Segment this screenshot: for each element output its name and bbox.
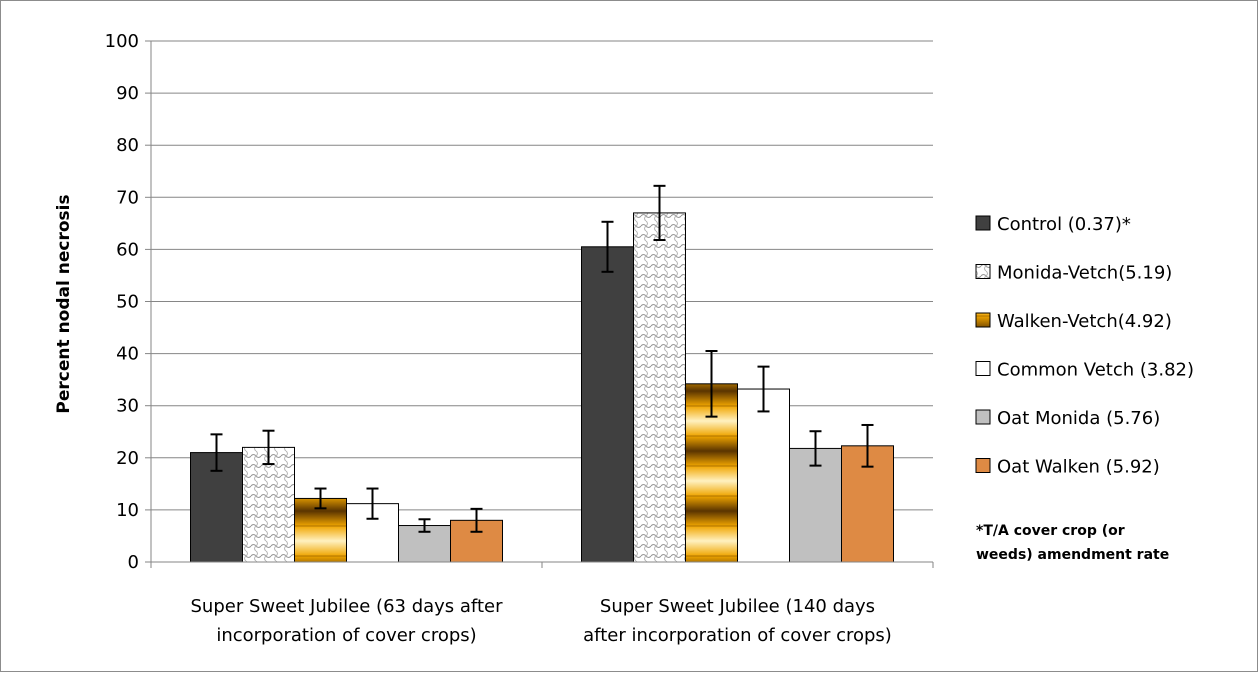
y-tick-label: 70 — [116, 187, 139, 208]
y-axis: 0 10 20 30 40 50 60 70 80 90 100 — [105, 31, 152, 573]
y-tick-label: 60 — [116, 239, 139, 260]
y-axis-title: Percent nodal necrosis — [54, 194, 74, 413]
legend-swatch — [975, 409, 991, 425]
y-tick-label: 20 — [116, 448, 139, 469]
bar — [581, 246, 634, 563]
x-category-label: Super Sweet Jubilee (140 days — [600, 596, 875, 617]
legend-swatch — [975, 458, 991, 473]
y-tick-label: 50 — [116, 292, 139, 313]
y-tick-label: 80 — [116, 135, 139, 156]
x-category-label: incorporation of cover crops) — [216, 625, 476, 646]
legend-label: Walken-Vetch(4.92) — [997, 311, 1172, 332]
legend-swatch — [975, 312, 991, 328]
y-tick-label: 40 — [116, 344, 139, 365]
y-tick-label: 100 — [105, 31, 139, 52]
legend-label: Common Vetch (3.82) — [997, 360, 1194, 381]
bar — [633, 212, 686, 563]
y-tick-label: 10 — [116, 500, 139, 521]
legend-label: Oat Monida (5.76) — [997, 408, 1160, 429]
legend-swatch — [975, 361, 991, 376]
legend: Control (0.37)* Monida-Vetch(5.19) Walken-… — [975, 214, 1194, 478]
legend-label: Oat Walken (5.92) — [997, 457, 1160, 478]
error-bars — [210, 184, 874, 533]
legend-label: Control (0.37)* — [997, 214, 1131, 235]
legend-label: Monida-Vetch(5.19) — [997, 263, 1172, 284]
x-axis: Super Sweet Jubilee (63 days after incorp… — [150, 561, 934, 646]
footnote-line: *T/A cover crop (or — [976, 523, 1125, 539]
bar — [789, 447, 842, 563]
y-tick-label: 30 — [116, 396, 139, 417]
bars — [190, 212, 894, 563]
legend-swatch — [975, 264, 991, 279]
legend-swatch — [975, 215, 991, 231]
bar — [737, 388, 790, 563]
x-category-label: after incorporation of cover crops) — [583, 625, 892, 646]
y-tick-label: 90 — [116, 83, 139, 104]
footnote: *T/A cover crop (or weeds) amendment rate — [976, 523, 1169, 563]
x-category-label: Super Sweet Jubilee (63 days after — [191, 596, 504, 617]
y-tick-label: 0 — [128, 552, 139, 573]
footnote-line: weeds) amendment rate — [976, 547, 1169, 563]
